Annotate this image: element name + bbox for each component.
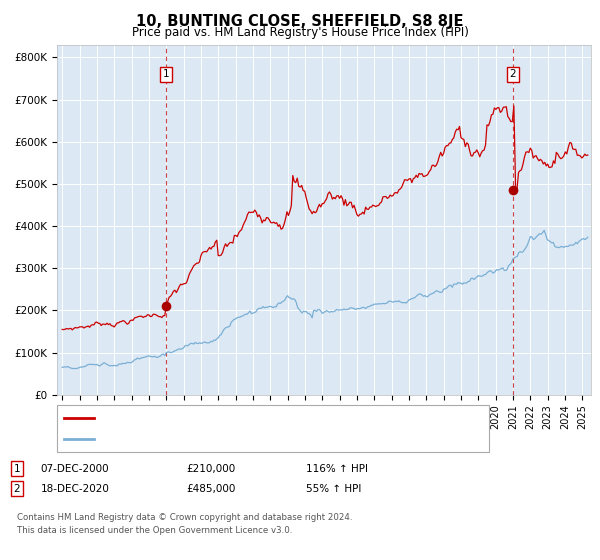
Text: HPI: Average price, detached house, Sheffield: HPI: Average price, detached house, Shef… — [99, 434, 338, 444]
Text: 116% ↑ HPI: 116% ↑ HPI — [306, 464, 368, 474]
Text: 55% ↑ HPI: 55% ↑ HPI — [306, 484, 361, 494]
Text: £485,000: £485,000 — [186, 484, 235, 494]
Text: 2: 2 — [509, 69, 516, 80]
Text: 1: 1 — [163, 69, 170, 80]
Text: 1: 1 — [13, 464, 20, 474]
Text: 18-DEC-2020: 18-DEC-2020 — [41, 484, 110, 494]
Text: 10, BUNTING CLOSE, SHEFFIELD, S8 8JE: 10, BUNTING CLOSE, SHEFFIELD, S8 8JE — [136, 14, 464, 29]
Text: 2: 2 — [13, 484, 20, 494]
Text: Contains HM Land Registry data © Crown copyright and database right 2024.: Contains HM Land Registry data © Crown c… — [17, 514, 352, 522]
Text: Price paid vs. HM Land Registry's House Price Index (HPI): Price paid vs. HM Land Registry's House … — [131, 26, 469, 39]
Text: 07-DEC-2000: 07-DEC-2000 — [41, 464, 109, 474]
Text: 10, BUNTING CLOSE, SHEFFIELD, S8 8JE (detached house): 10, BUNTING CLOSE, SHEFFIELD, S8 8JE (de… — [99, 413, 400, 423]
Text: £210,000: £210,000 — [186, 464, 235, 474]
Text: This data is licensed under the Open Government Licence v3.0.: This data is licensed under the Open Gov… — [17, 526, 292, 535]
